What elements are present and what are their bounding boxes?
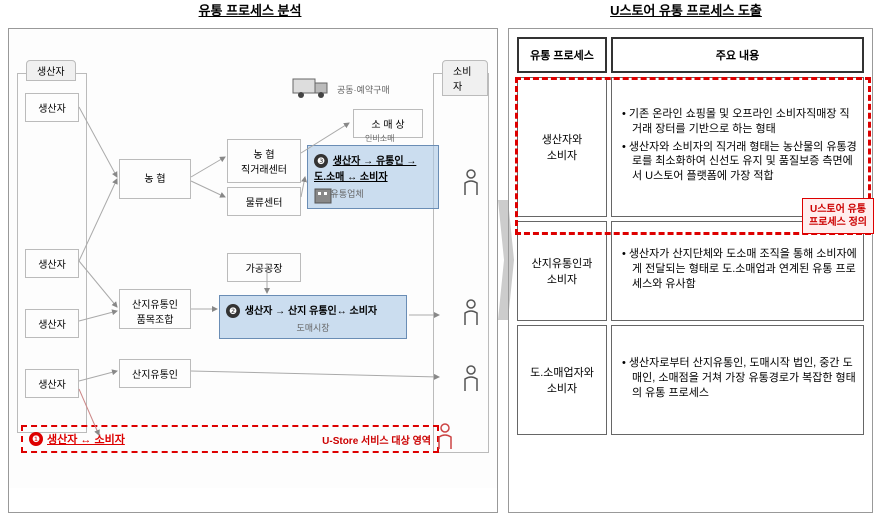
blue2-text: 생산자 → 산지 유통인↔ 소비자 [245,306,377,317]
right-panel: 유통 프로세스 주요 내용 생산자와 소비자 기존 온라인 쇼핑몰 및 오프라인… [508,28,873,513]
left-panel: 생산자 생산자 생산자 생산자 생산자 소비자 농 협 산지유통인 품목조합 산… [8,28,498,513]
building-icon [313,185,333,205]
row2-item0: 생산자로부터 산지유통인, 도매시작 법인, 중간 도매인, 소매점을 거쳐 가… [622,356,857,401]
right-title: U스토어 유통 프로세스 도출 [500,0,872,25]
row0-content: 기존 온라인 쇼핑몰 및 오프라인 소비자직매장 직거래 장터를 기반으로 하는… [611,77,864,217]
row0-item0: 기존 온라인 쇼핑몰 및 오프라인 소비자직매장 직거래 장터를 기반으로 하는… [622,107,857,137]
row2-content: 생산자로부터 산지유통인, 도매시작 법인, 중간 도매인, 소매점을 거쳐 가… [611,325,864,435]
callout-definition: U스토어 유통 프로세스 정의 [802,198,874,234]
person-icon [463,365,479,393]
row1-content: 생산자가 산지단체와 도소매 조직을 통해 소비자에게 전달되는 형태로 도.소… [611,221,864,321]
th-process: 유통 프로세스 [517,37,607,73]
sanji-combo-box: 산지유통인 품목조합 [119,289,191,329]
row0-item1: 생산자와 소비자의 직거래 형태는 농산물의 유통경로를 최소화하여 신선도 유… [622,140,857,185]
producer-box-1: 생산자 [25,249,79,278]
table-row: 생산자와 소비자 기존 온라인 쇼핑몰 및 오프라인 소비자직매장 직거래 장터… [517,77,864,217]
blue3-num: ❸ [314,154,328,168]
nh-center-box: 농 협 직거래센터 [227,139,301,183]
left-column: 유통 프로세스 분석 생산자 생산자 생산자 생산자 생산자 소비자 농 협 산… [0,0,500,504]
person-icon [463,299,479,327]
person-icon-red [437,423,453,451]
row1-label: 산지유통인과 소비자 [517,221,607,321]
joint-purchase-label: 공동·예약구매 [337,83,390,96]
nonghyup-box: 농 협 [119,159,191,199]
inbi-label: 인비소매 [365,133,394,144]
factory-box: 가공공장 [227,253,301,282]
left-title: 유통 프로세스 분석 [0,0,500,25]
blue2-num: ❷ [226,304,240,318]
producers-group-label: 생산자 [26,60,76,81]
row1-item0: 생산자가 산지단체와 도소매 조직을 통해 소비자에게 전달되는 형태로 도.소… [622,247,857,292]
row0-label: 생산자와 소비자 [517,77,607,217]
producer-box-0: 생산자 [25,93,79,122]
consumers-group-label: 소비자 [442,60,488,96]
th-content: 주요 내용 [611,37,864,73]
root: 유통 프로세스 분석 생산자 생산자 생산자 생산자 생산자 소비자 농 협 산… [0,0,882,504]
red1-text: 생산자 ↔ 소비자 [47,431,125,447]
consumers-group: 소비자 [433,73,489,453]
person-icon [463,169,479,197]
sanji-box: 산지유통인 [119,359,191,388]
table-row: 도.소매업자와 소비자 생산자로부터 산지유통인, 도매시작 법인, 중간 도매… [517,325,864,435]
blue2-sub: 도매시장 [226,321,400,334]
right-column: U스토어 유통 프로세스 도출 유통 프로세스 주요 내용 생산자와 소비자 기… [500,0,872,504]
red1-num: ❶ [29,432,43,446]
red-ustore-region: ❶ 생산자 ↔ 소비자 U-Store 서비스 대상 영역 [21,425,439,453]
blue3-text: 생산자 → 유통인 → 도.소매 ↔ 소비자 [314,156,416,183]
producer-box-3: 생산자 [25,369,79,398]
process-table: 유통 프로세스 주요 내용 생산자와 소비자 기존 온라인 쇼핑몰 및 오프라인… [513,33,868,439]
table-header-row: 유통 프로세스 주요 내용 [517,37,864,73]
red1-right: U-Store 서비스 대상 영역 [322,432,431,447]
truck-icon [291,73,331,99]
blue-box-2: ❷ 생산자 → 산지 유통인↔ 소비자 도매시장 [219,295,407,339]
logistics-box: 물류센터 [227,187,301,216]
row2-label: 도.소매업자와 소비자 [517,325,607,435]
producer-box-2: 생산자 [25,309,79,338]
table-row: 산지유통인과 소비자 생산자가 산지단체와 도소매 조직을 통해 소비자에게 전… [517,221,864,321]
flow-diagram: 생산자 생산자 생산자 생산자 생산자 소비자 농 협 산지유통인 품목조합 산… [9,29,497,488]
